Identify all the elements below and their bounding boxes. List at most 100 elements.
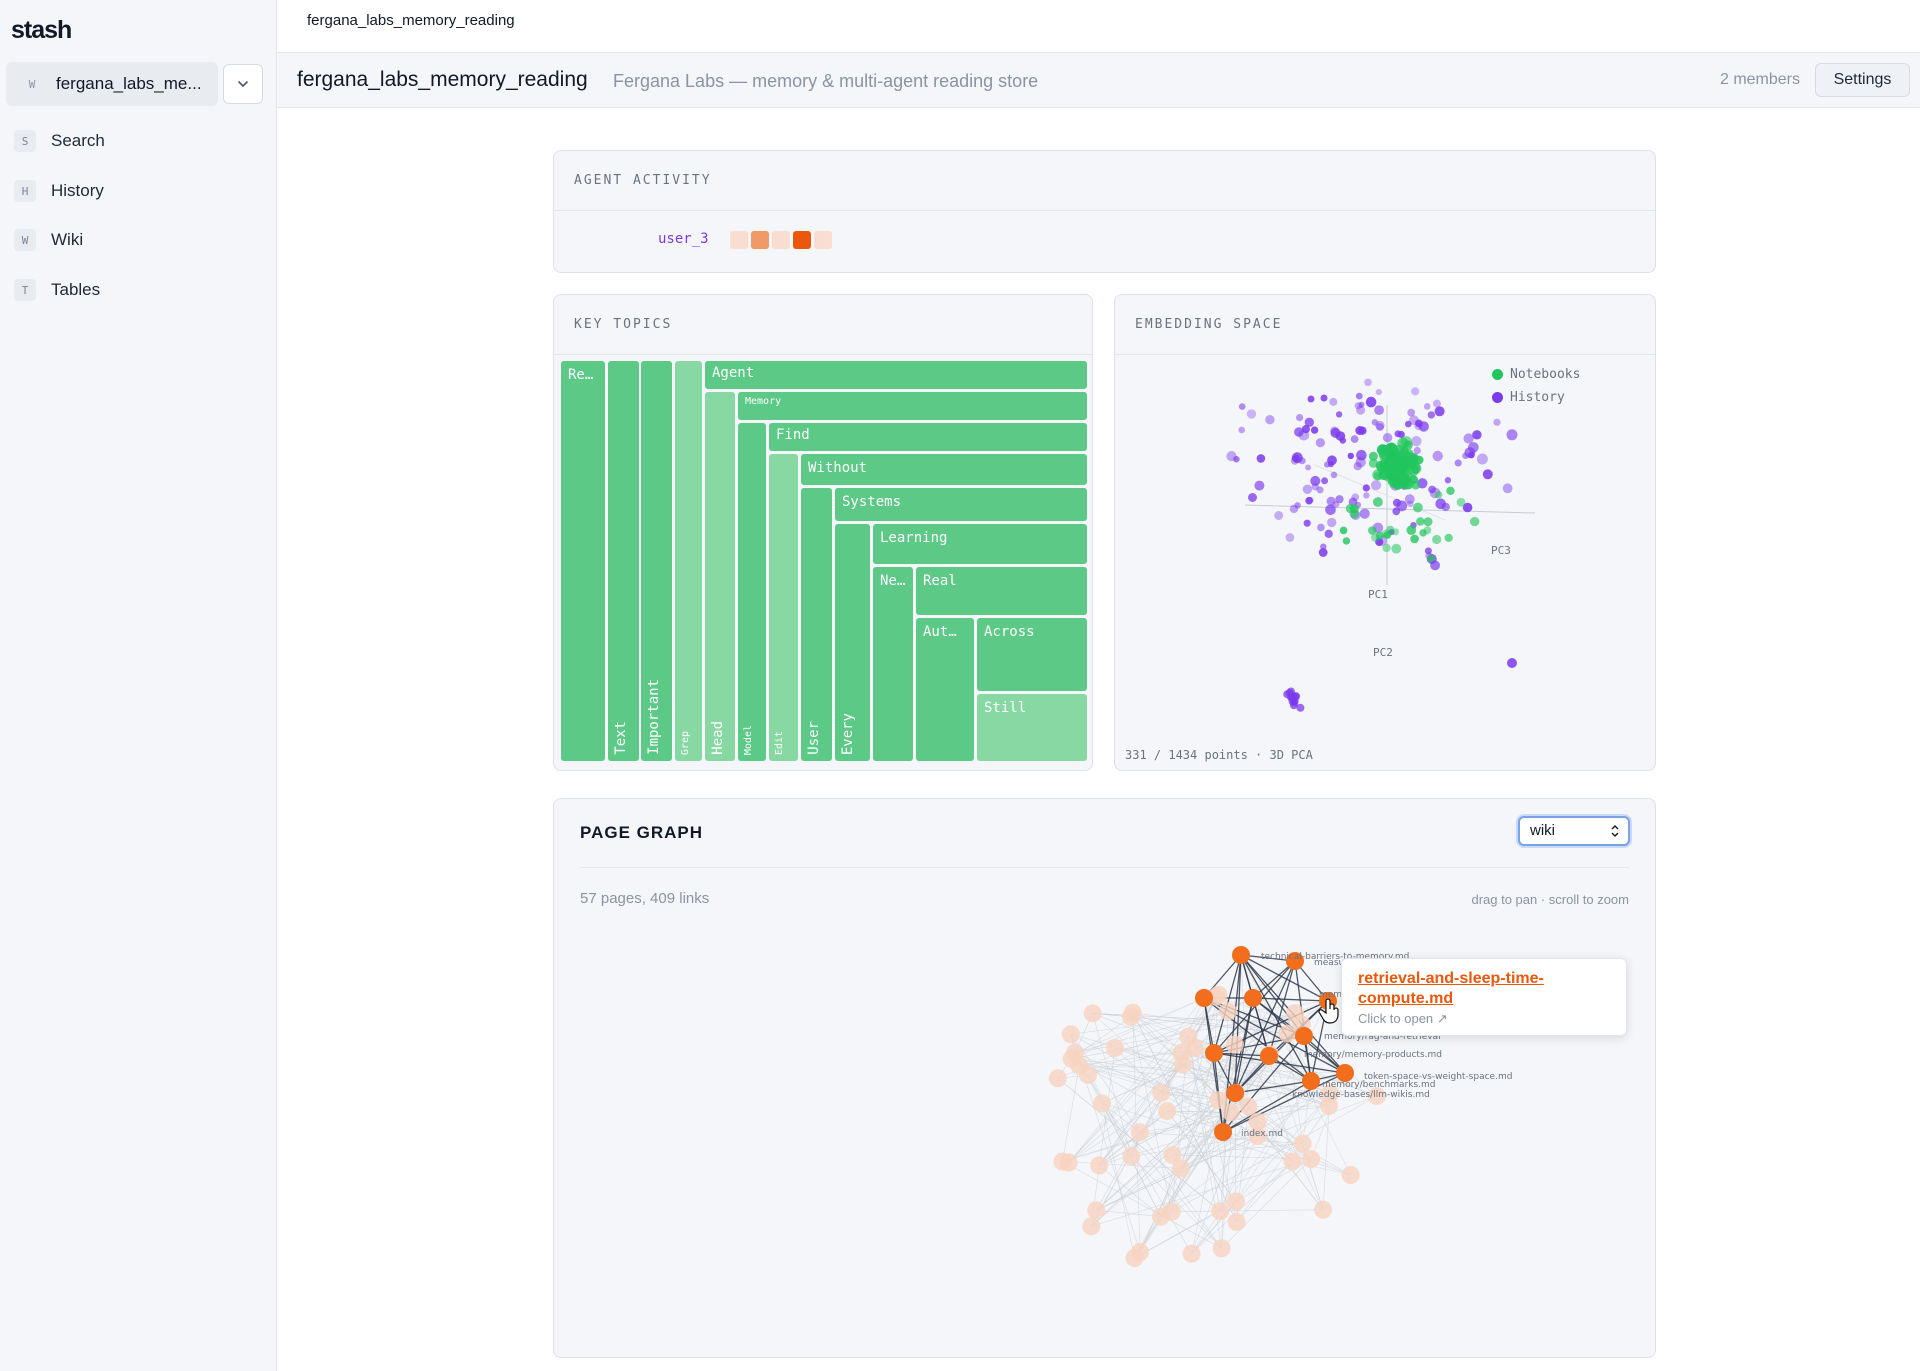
graph-node[interactable] (1087, 1201, 1106, 1220)
topic-cell-still[interactable]: Still (977, 694, 1087, 761)
sidebar-item-search[interactable]: S Search (10, 121, 266, 161)
topic-cell-systems[interactable]: Systems (835, 488, 1087, 521)
graph-node[interactable] (1171, 1159, 1190, 1178)
graph-source-select[interactable]: wiki (1518, 816, 1630, 846)
graph-node[interactable] (1090, 1156, 1109, 1175)
graph-node[interactable] (1059, 1153, 1078, 1172)
workspace-dropdown-button[interactable] (223, 64, 263, 104)
graph-node[interactable] (1212, 1239, 1231, 1258)
graph-node-highlight[interactable] (1244, 989, 1262, 1007)
topic-cell-head[interactable]: Head (705, 392, 735, 761)
graph-node[interactable] (1293, 1134, 1312, 1153)
graph-node[interactable] (1283, 1152, 1302, 1171)
graph-node[interactable] (1106, 1039, 1124, 1057)
graph-node[interactable] (1185, 1039, 1204, 1058)
topic-cell-real[interactable]: Real (916, 567, 1087, 615)
graph-node-highlight[interactable] (1260, 1047, 1278, 1065)
graph-node[interactable] (1152, 1083, 1171, 1102)
graph-node[interactable] (1225, 1035, 1244, 1054)
graph-node[interactable] (1209, 1091, 1228, 1110)
graph-node[interactable] (1172, 1043, 1191, 1062)
activity-cell-2[interactable] (772, 231, 790, 249)
topic-cell-every[interactable]: Every (835, 524, 870, 761)
tooltip-page-link[interactable]: retrieval-and-sleep-time-compute.md (1358, 970, 1544, 1007)
activity-cell-3[interactable] (793, 231, 811, 249)
graph-node[interactable] (1122, 1147, 1141, 1166)
settings-button[interactable]: Settings (1815, 63, 1910, 97)
topic-cell-model[interactable]: Model (738, 423, 766, 761)
graph-node-highlight[interactable] (1302, 1072, 1320, 1090)
activity-cell-1[interactable] (751, 231, 769, 249)
activity-cell-4[interactable] (814, 231, 832, 249)
graph-node[interactable] (1314, 1200, 1333, 1219)
topic-cell-text[interactable]: Text (608, 361, 639, 761)
history-point (1285, 533, 1295, 542)
topic-cell-agent[interactable]: Agent (705, 361, 1087, 389)
graph-node[interactable] (1320, 1096, 1338, 1115)
embedding-scatter[interactable]: PC1 PC2 PC3 (1115, 295, 1657, 772)
graph-node[interactable] (1341, 1166, 1360, 1184)
topic-cell-find[interactable]: Find (769, 423, 1087, 451)
graph-node-highlight[interactable] (1226, 1084, 1244, 1102)
graph-node[interactable] (1182, 1244, 1201, 1263)
topic-label: Memory (745, 396, 782, 407)
graph-node-highlight[interactable] (1214, 1123, 1232, 1141)
topic-cell-across[interactable]: Across (977, 618, 1087, 691)
notebook-point (1386, 525, 1395, 534)
graph-node[interactable] (1162, 1202, 1181, 1221)
topic-cell-user[interactable]: User (801, 488, 832, 761)
graph-node-highlight[interactable] (1205, 1044, 1223, 1062)
graph-node[interactable] (1130, 1123, 1149, 1142)
graph-node[interactable] (1125, 1249, 1144, 1267)
graph-node[interactable] (1226, 1192, 1245, 1211)
legend-history[interactable]: History (1492, 390, 1565, 405)
topic-cell-memory[interactable]: Memory (738, 392, 1087, 420)
members-count[interactable]: 2 members (1719, 71, 1800, 88)
topic-cell-ne[interactable]: Ne… (873, 567, 913, 761)
graph-node[interactable] (1367, 1087, 1386, 1106)
graph-node-highlight[interactable] (1286, 952, 1304, 970)
agent-name[interactable]: user_3 (658, 231, 709, 247)
topic-cell-aut[interactable]: Aut… (916, 618, 974, 761)
graph-node[interactable] (1278, 1024, 1297, 1043)
graph-node[interactable] (1227, 1212, 1246, 1231)
graph-node[interactable] (1158, 1102, 1177, 1121)
sidebar-item-wiki[interactable]: W Wiki (10, 220, 266, 260)
legend-notebooks[interactable]: Notebooks (1492, 367, 1580, 382)
graph-node[interactable] (1248, 1127, 1267, 1145)
graph-node-highlight[interactable] (1232, 946, 1250, 964)
graph-node-highlight[interactable] (1195, 989, 1213, 1007)
graph-node[interactable] (1163, 1146, 1182, 1165)
workspace-selector[interactable]: W fergana_labs_me... (6, 62, 218, 106)
topic-cell-edit[interactable]: Edit (769, 454, 798, 761)
graph-node[interactable] (1121, 1007, 1140, 1026)
graph-node-highlight[interactable] (1295, 1027, 1313, 1045)
topic-cell-grep[interactable]: Grep (675, 361, 702, 761)
topic-cell-important[interactable]: Important (641, 361, 672, 761)
graph-node[interactable] (1082, 1217, 1101, 1236)
graph-node[interactable] (1248, 1112, 1267, 1131)
graph-node[interactable] (1286, 1004, 1304, 1023)
activity-cell-0[interactable] (730, 231, 748, 249)
topic-cell-learning[interactable]: Learning (873, 524, 1087, 564)
graph-node[interactable] (1219, 1002, 1237, 1021)
graph-node[interactable] (1239, 1097, 1258, 1116)
graph-node[interactable] (1048, 1069, 1067, 1088)
graph-node[interactable] (1070, 1056, 1089, 1075)
topic-cell-without[interactable]: Without (801, 454, 1087, 485)
graph-node[interactable] (1061, 1025, 1080, 1044)
graph-node[interactable] (1222, 1103, 1240, 1122)
graph-node[interactable] (1093, 1094, 1111, 1113)
topic-cell-re[interactable]: Re… (561, 361, 605, 761)
notebook-point (1470, 516, 1480, 527)
graph-node[interactable] (1211, 1202, 1230, 1221)
graph-node[interactable] (1302, 1150, 1321, 1169)
graph-node[interactable] (1083, 1004, 1102, 1023)
graph-node-highlight[interactable] (1336, 1064, 1354, 1082)
breadcrumb[interactable]: fergana_labs_memory_reading (307, 12, 515, 29)
sidebar-item-tables[interactable]: T Tables (10, 270, 266, 310)
graph-node[interactable] (1209, 985, 1228, 1004)
sidebar-item-history[interactable]: H History (10, 171, 266, 211)
history-point (1462, 502, 1473, 513)
